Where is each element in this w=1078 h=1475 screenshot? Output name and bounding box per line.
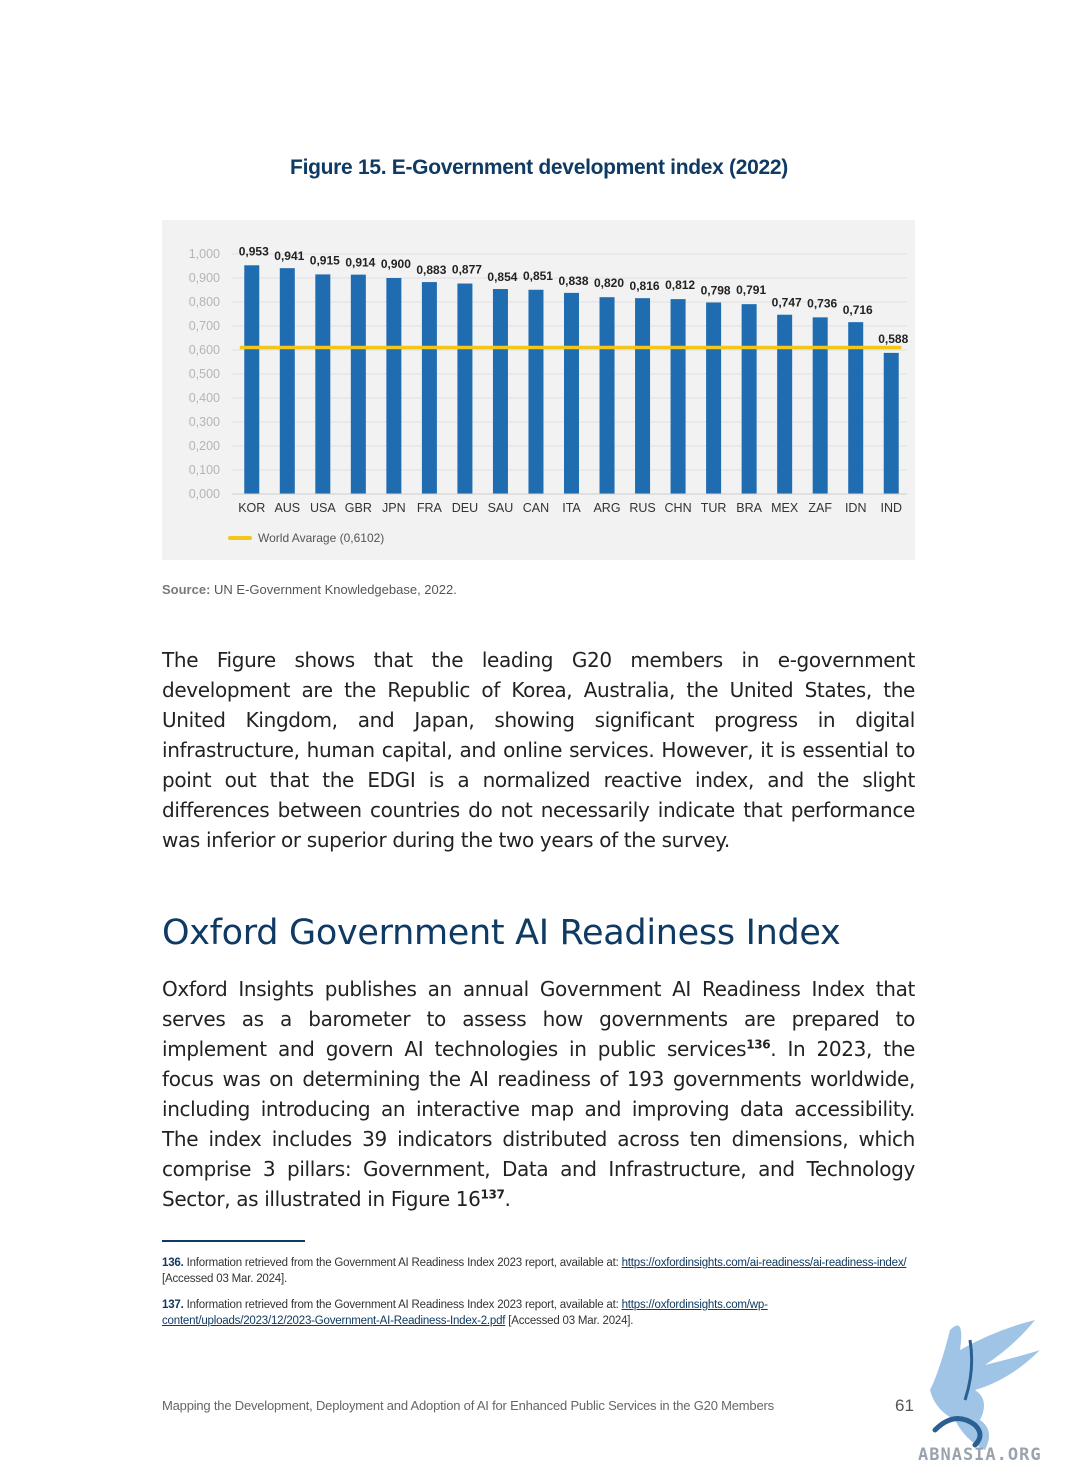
y-tick-label: 0,900 [189,271,220,285]
x-tick-label: USA [310,501,336,515]
bar [883,352,899,494]
y-tick-label: 0,800 [189,295,220,309]
y-tick-label: 0,100 [189,463,220,477]
page-footer: Mapping the Development, Deployment and … [162,1398,774,1413]
data-label: 0,820 [594,276,624,290]
x-tick-label: MEX [771,501,799,515]
data-label: 0,915 [310,253,340,267]
data-label: 0,877 [452,263,482,277]
footnote-ref-136[interactable]: 136 [746,1037,771,1052]
bar [315,274,331,494]
x-tick-label: GBR [345,501,372,515]
bar [492,289,508,494]
x-tick-label: AUS [274,501,300,515]
data-label: 0,798 [701,283,731,297]
data-label: 0,736 [807,296,837,310]
y-tick-label: 0,700 [189,319,220,333]
paragraph2-part-b: . In 2023, the focus was on determining … [162,1037,915,1211]
bar [421,282,437,494]
bar [812,317,828,494]
data-label: 0,941 [274,249,304,263]
paragraph2-part-a: Oxford Insights publishes an annual Gove… [162,977,915,1061]
x-tick-label: KOR [238,501,265,515]
bar [706,302,722,494]
data-label: 0,716 [843,303,873,317]
footnote-text: Information retrieved from the Governmen… [186,1299,619,1311]
data-label: 0,854 [487,270,517,284]
x-tick-label: FRA [417,501,443,515]
y-tick-label: 0,500 [189,367,220,381]
footnote-137: 137. Information retrieved from the Gove… [162,1297,915,1329]
x-tick-label: JPN [382,501,406,515]
bar [635,298,651,494]
data-label: 0,791 [736,283,766,297]
y-tick-label: 0,400 [189,391,220,405]
bar [350,274,366,494]
data-label: 0,838 [558,274,588,288]
egdi-chart-svg: 0,000 0,100 0,200 0,300 0,400 0,500 0,600 0,700… [189,244,909,545]
footnote-link[interactable]: https://oxfordinsights.com/ai-readiness/… [621,1257,907,1269]
footnote-number: 137. [162,1299,184,1311]
y-tick-label: 0,300 [189,415,220,429]
x-tick-label: ZAF [808,501,832,515]
footnote-ref-137[interactable]: 137 [480,1187,505,1202]
x-tick-label: CAN [523,501,549,515]
figure-source: Source: UN E-Government Knowledgebase, 2… [162,582,457,597]
footnote-136: 136. Information retrieved from the Gove… [162,1255,915,1287]
y-tick-label: 0,600 [189,343,220,357]
footnote-divider [162,1240,305,1242]
griffin-logo-icon [930,1320,1040,1450]
y-tick-label: 0,000 [189,487,220,501]
body-paragraph-1: The Figure shows that the leading G20 me… [162,648,915,852]
x-tick-label: SAU [488,501,514,515]
bar [279,268,295,494]
x-tick-label: ARG [593,501,620,515]
x-tick-label: DEU [452,501,478,515]
body-paragraph-2: Oxford Insights publishes an annual Gove… [162,974,915,1214]
data-label: 0,588 [878,332,908,346]
bar [386,278,402,494]
data-label: 0,953 [239,244,269,258]
page-number: 61 [895,1396,914,1415]
footnote-link[interactable]: https://oxfordinsights.com/wp-content/up… [162,1299,768,1327]
x-tick-label: IDN [845,501,867,515]
data-label: 0,747 [772,296,802,310]
bar [741,304,757,494]
source-text: UN E-Government Knowledgebase, 2022. [214,582,457,597]
footnote-number: 136. [162,1257,184,1269]
bar [564,292,579,494]
y-tick-label: 0,200 [189,439,220,453]
egdi-chart: 0,000 0,100 0,200 0,300 0,400 0,500 0,600 0,700… [162,220,915,560]
data-label: 0,914 [345,256,375,270]
bar [528,289,544,494]
section-heading: Oxford Government AI Readiness Index [162,913,841,953]
bar [670,299,686,494]
x-tick-label: CHN [665,501,692,515]
paragraph2-part-c: . [504,1187,511,1211]
bar [777,314,793,494]
footnote-accessed: [Accessed 03 Mar. 2024]. [162,1273,287,1285]
bar [599,297,615,494]
source-label: Source: [162,582,211,597]
footnote-text: Information retrieved from the Governmen… [186,1257,619,1269]
legend-label: World Avarage (0,6102) [258,531,384,545]
bar [848,322,864,494]
data-label: 0,816 [630,279,660,293]
x-tick-label: BRA [736,501,762,515]
bar [457,283,473,494]
data-label: 0,812 [665,278,695,292]
data-label: 0,883 [416,263,446,277]
y-tick-label: 1,000 [189,247,220,261]
data-label: 0,900 [381,257,411,271]
x-tick-label: RUS [629,501,655,515]
bar [244,265,260,494]
x-tick-label: IND [880,501,902,515]
footnote-accessed: [Accessed 03 Mar. 2024]. [508,1315,634,1327]
x-tick-label: ITA [562,501,581,515]
figure-title: Figure 15. E-Government development inde… [290,156,788,179]
watermark-text: ABNASIA.ORG [918,1445,1042,1465]
data-label: 0,851 [523,269,553,283]
x-tick-label: TUR [701,501,727,515]
